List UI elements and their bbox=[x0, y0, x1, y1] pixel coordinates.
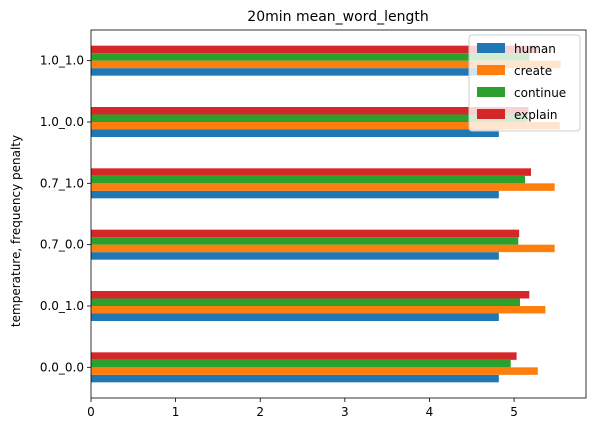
y-tick-label: 1.0_1.0 bbox=[40, 54, 84, 68]
legend-swatch-human bbox=[477, 43, 505, 53]
axes-group: 0.0_0.0 0.0_1.0 0.7_0.0 0.7_1.0 1.0_0.0 1.0_1… bbox=[40, 29, 587, 419]
bar-human-0.0_1.0 bbox=[91, 313, 499, 321]
y-tick-label: 0.0_1.0 bbox=[40, 299, 84, 313]
bar-explain-0.0_0.0 bbox=[91, 352, 517, 360]
plot-frame bbox=[90, 29, 587, 399]
bar-continue-0.7_0.0 bbox=[91, 237, 519, 245]
y-axis-label: temperature, frequency penalty bbox=[9, 135, 23, 327]
bar-human-0.7_1.0 bbox=[91, 190, 499, 199]
y-tick-label: 1.0_0.0 bbox=[40, 115, 84, 129]
chart-title: 20min mean_word_length bbox=[247, 9, 428, 25]
legend-label-continue: continue bbox=[514, 86, 566, 100]
legend: human create continue explain bbox=[468, 34, 581, 132]
bar-continue-1.0_1.0 bbox=[91, 53, 530, 61]
bar-explain-1.0_1.0 bbox=[91, 45, 538, 54]
legend-label-create: create bbox=[514, 64, 552, 78]
bar-human-0.7_0.0 bbox=[91, 252, 499, 260]
y-tick-label: 0.0_0.0 bbox=[40, 360, 84, 374]
bar-continue-0.0_1.0 bbox=[91, 298, 520, 306]
legend-swatch-continue bbox=[477, 87, 505, 97]
legend-swatch-create bbox=[477, 65, 505, 75]
y-tick-label: 0.7_0.0 bbox=[40, 238, 84, 252]
bar-continue-0.0_0.0 bbox=[91, 359, 511, 368]
bar-create-1.0_0.0 bbox=[91, 122, 560, 130]
bar-explain-1.0_0.0 bbox=[91, 107, 529, 115]
x-tick-label: 5 bbox=[510, 405, 518, 419]
bar-create-0.0_0.0 bbox=[91, 367, 538, 375]
bar-explain-0.7_1.0 bbox=[91, 168, 531, 176]
bar-create-0.7_1.0 bbox=[91, 183, 555, 191]
y-tick-label: 0.7_1.0 bbox=[40, 176, 84, 190]
legend-box bbox=[468, 34, 581, 132]
bars-group bbox=[91, 45, 561, 383]
bar-create-0.0_1.0 bbox=[91, 306, 546, 314]
bar-human-1.0_1.0 bbox=[91, 68, 499, 76]
x-tick-label: 3 bbox=[341, 405, 349, 419]
bar-explain-0.0_1.0 bbox=[91, 291, 530, 299]
bar-human-1.0_0.0 bbox=[91, 129, 499, 137]
x-tick-label: 0 bbox=[87, 405, 95, 419]
bar-explain-0.7_0.0 bbox=[91, 229, 520, 238]
bar-continue-1.0_0.0 bbox=[91, 114, 528, 122]
legend-label-explain: explain bbox=[514, 108, 558, 122]
x-tick-label: 4 bbox=[426, 405, 434, 419]
legend-label-human: human bbox=[514, 42, 556, 56]
bar-human-0.0_0.0 bbox=[91, 374, 499, 383]
x-tick-label: 2 bbox=[256, 405, 264, 419]
bar-create-1.0_1.0 bbox=[91, 60, 561, 69]
bar-continue-0.7_1.0 bbox=[91, 175, 526, 184]
x-tick-label: 1 bbox=[172, 405, 180, 419]
bar-create-0.7_0.0 bbox=[91, 244, 555, 253]
legend-swatch-explain bbox=[477, 109, 505, 119]
